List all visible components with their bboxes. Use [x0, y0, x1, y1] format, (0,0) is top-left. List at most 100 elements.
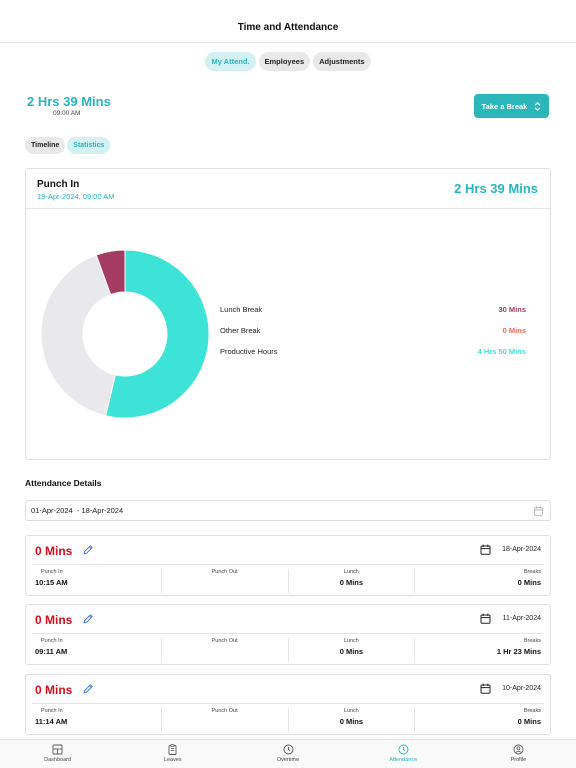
punch-in-col: Punch In 09:11 AM	[35, 638, 161, 662]
col-label: Lunch	[343, 708, 359, 714]
legend-label: Productive Hours	[220, 347, 278, 356]
calendar-icon	[534, 506, 543, 516]
top-bar: Time and Attendance	[0, 0, 576, 43]
col-label: Punch In	[41, 708, 63, 714]
edit-pencil-icon[interactable]	[82, 544, 94, 556]
legend-lunch-break: Lunch Break 30 Mins	[220, 299, 526, 320]
user-icon	[513, 744, 524, 755]
attendance-record[interactable]: 0 Mins 11-Apr-2024 Punch In 09:11 AM Punch O…	[25, 604, 551, 665]
date-range-value: 01-Apr-2024 - 18-Apr-2024	[31, 506, 124, 515]
lunch-col: Lunch 0 Mins	[287, 638, 415, 662]
legend-value: 30 Mins	[498, 305, 526, 314]
legend-label: Lunch Break	[220, 305, 263, 314]
col-label: Punch In	[41, 638, 63, 644]
tabbar-overtime[interactable]: Overtime	[230, 740, 345, 768]
punch-time: 09:00 AM	[53, 110, 81, 117]
tab-timeline[interactable]: Timeline	[25, 137, 66, 154]
record-details: Punch In 10:15 AM Punch Out Lunch 0 Mins Brea…	[35, 569, 541, 593]
tabbar-label: Leaves	[163, 757, 182, 763]
record-date: 18-Apr-2024	[502, 546, 541, 553]
col-label: Punch In	[41, 569, 63, 575]
punch-out-col: Punch Out	[160, 708, 288, 732]
clipboard-icon	[168, 744, 177, 755]
edit-pencil-icon[interactable]	[82, 683, 94, 695]
tabbar-label: Dashboard	[44, 757, 72, 763]
record-date: 11-Apr-2024	[502, 615, 541, 622]
col-label: Breaks	[523, 708, 541, 714]
punch-in-col: Punch In 11:14 AM	[35, 708, 161, 732]
tabbar-label: Attendance	[389, 757, 418, 763]
breaks-col: Breaks 0 Mins	[414, 569, 541, 593]
lunch-value: 0 Mins	[339, 717, 364, 726]
tabbar-label: Profile	[510, 757, 527, 763]
breaks-col: Breaks 0 Mins	[414, 708, 541, 732]
breaks-col: Breaks 1 Hr 23 Mins	[414, 638, 541, 662]
calendar-icon	[480, 544, 491, 555]
tabbar-dashboard[interactable]: Dashboard	[0, 740, 115, 768]
legend-value: 4 Hrs 50 Mins	[477, 347, 526, 356]
main-segmented-control: My Attend. Employees Adjustments	[0, 52, 576, 71]
record-date: 10-Apr-2024	[502, 685, 541, 692]
breaks-value: 0 Mins	[517, 578, 541, 587]
divider	[32, 633, 544, 634]
time-donut-chart	[40, 249, 210, 419]
punch-in-value: 11:14 AM	[35, 717, 68, 726]
tabbar-leaves[interactable]: Leaves	[115, 740, 230, 768]
divider	[32, 564, 544, 565]
worked-time: 2 Hrs 39 Mins	[27, 94, 111, 109]
calendar-icon	[480, 683, 491, 694]
tab-employees[interactable]: Employees	[258, 52, 311, 71]
tabbar-attendance[interactable]: Attendance	[346, 740, 461, 768]
col-label: Punch Out	[211, 708, 238, 714]
clock-icon	[398, 744, 409, 755]
legend-other-break: Other Break 0 Mins	[220, 320, 526, 341]
col-label: Punch Out	[211, 638, 238, 644]
col-label: Lunch	[343, 569, 359, 575]
lunch-value: 0 Mins	[339, 647, 364, 656]
lunch-col: Lunch 0 Mins	[287, 569, 415, 593]
attendance-record[interactable]: 0 Mins 10-Apr-2024 Punch In 11:14 AM Punch O…	[25, 674, 551, 735]
divider	[32, 703, 544, 704]
tabbar-label: Overtime	[276, 757, 300, 763]
clock-icon	[283, 744, 293, 755]
bottom-tab-bar: Dashboard Leaves Overtime Attendance Pro…	[0, 739, 576, 768]
slice-productive-hours	[105, 249, 210, 419]
take-break-button[interactable]: Take a Break	[474, 94, 549, 118]
punch-in-value: 09:11 AM	[35, 647, 68, 656]
card-header: Punch In 19-Apr-2024, 09:00 AM 2 Hrs 39 …	[26, 169, 550, 209]
calendar-icon	[480, 613, 491, 624]
card-date: 19-Apr-2024, 09:00 AM	[37, 192, 115, 201]
chevron-up-down-icon	[534, 101, 541, 111]
breaks-value: 1 Hr 23 Mins	[496, 647, 541, 656]
punch-out-col: Punch Out	[160, 638, 288, 662]
punch-out-col: Punch Out	[160, 569, 288, 593]
take-break-label: Take a Break	[481, 101, 528, 111]
slice-remaining	[40, 254, 116, 417]
tabbar-profile[interactable]: Profile	[461, 740, 576, 768]
punch-in-value: 10:15 AM	[35, 578, 68, 587]
chart-legend: Lunch Break 30 Mins Other Break 0 Mins P…	[220, 299, 526, 362]
punch-in-col: Punch In 10:15 AM	[35, 569, 161, 593]
legend-value: 0 Mins	[502, 326, 526, 335]
col-label: Punch Out	[211, 569, 238, 575]
legend-productive-hours: Productive Hours 4 Hrs 50 Mins	[220, 341, 526, 362]
view-segmented-control: Timeline Statistics	[25, 137, 111, 154]
tab-adjustments[interactable]: Adjustments	[313, 52, 371, 71]
dashboard-icon	[52, 744, 63, 755]
record-details: Punch In 09:11 AM Punch Out Lunch 0 Mins Brea…	[35, 638, 541, 662]
date-range-picker[interactable]: 01-Apr-2024 - 18-Apr-2024	[25, 500, 551, 521]
card-title: Punch In	[37, 179, 80, 190]
slice-lunch-break	[95, 249, 126, 296]
lunch-value: 0 Mins	[339, 578, 364, 587]
edit-pencil-icon[interactable]	[82, 613, 94, 625]
tab-statistics[interactable]: Statistics	[67, 137, 111, 154]
legend-label: Other Break	[220, 326, 261, 335]
lunch-col: Lunch 0 Mins	[287, 708, 415, 732]
record-duration: 0 Mins	[35, 683, 73, 697]
attendance-record[interactable]: 0 Mins 18-Apr-2024 Punch In 10:15 AM Punch O…	[25, 535, 551, 596]
col-label: Breaks	[523, 569, 541, 575]
attendance-details-heading: Attendance Details	[25, 478, 102, 488]
punch-in-card: Punch In 19-Apr-2024, 09:00 AM 2 Hrs 39 …	[25, 168, 551, 460]
page-title: Time and Attendance	[237, 21, 339, 33]
tab-my-attendance[interactable]: My Attend.	[205, 52, 256, 71]
